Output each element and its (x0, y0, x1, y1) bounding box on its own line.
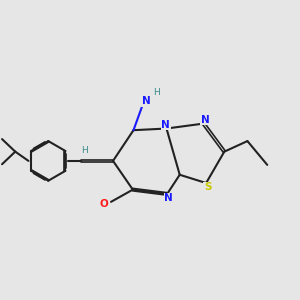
Text: O: O (99, 200, 108, 209)
Text: S: S (204, 182, 212, 192)
Text: N: N (142, 96, 150, 106)
Text: N: N (164, 193, 173, 203)
Text: N: N (161, 120, 170, 130)
Text: H: H (81, 146, 88, 155)
Text: N: N (201, 115, 209, 124)
Text: H: H (153, 88, 160, 97)
